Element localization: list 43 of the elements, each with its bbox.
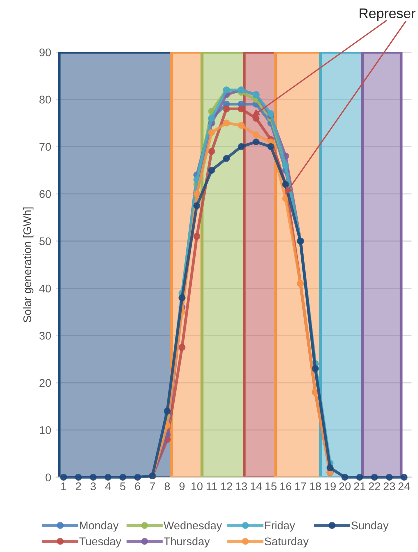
legend-label: Thursday xyxy=(164,537,210,548)
x-tick-label: 10 xyxy=(192,482,203,491)
legend-label: Monday xyxy=(80,521,119,532)
x-tick-label: 5 xyxy=(120,482,126,491)
x-tick-label: 12 xyxy=(221,482,232,490)
legend-label: Saturday xyxy=(264,537,309,548)
x-tick-label: 14 xyxy=(250,482,262,490)
y-tick-label: 90 xyxy=(40,48,52,57)
x-tick-label: 7 xyxy=(150,482,156,490)
x-tick-label: 20 xyxy=(339,482,351,491)
legend-label: Wednesday xyxy=(164,521,222,532)
x-tick-label: 4 xyxy=(105,482,112,490)
y-tick-label: 50 xyxy=(40,238,52,246)
y-tick-label: 10 xyxy=(40,426,52,434)
x-tick-label: 17 xyxy=(295,482,306,490)
x-tick-label: 18 xyxy=(310,482,322,491)
x-tick-label: 19 xyxy=(324,482,336,491)
x-tick-label: 13 xyxy=(236,482,248,491)
y-tick-label: 60 xyxy=(40,190,52,198)
x-tick-label: 9 xyxy=(180,482,185,491)
y-tick-label: 40 xyxy=(39,284,52,293)
legend-label: Sunday xyxy=(352,521,389,532)
x-tick-label: 22 xyxy=(369,482,380,490)
legend-label: Tuesday xyxy=(80,537,122,548)
x-tick-label: 21 xyxy=(354,482,366,490)
x-tick-label: 23 xyxy=(384,482,396,491)
x-tick-label: 16 xyxy=(280,482,292,491)
y-tick-label: 70 xyxy=(40,143,52,152)
y-tick-label: 0 xyxy=(46,474,52,482)
y-tick-label: 80 xyxy=(40,96,52,104)
x-tick-label: 2 xyxy=(76,482,82,490)
legend-label: Friday xyxy=(265,521,296,532)
text: Represer xyxy=(360,8,416,22)
y-tick-label: 20 xyxy=(40,379,52,388)
x-tick-label: 6 xyxy=(135,482,140,491)
x-tick-label: 8 xyxy=(164,482,170,491)
x-tick-label: 24 xyxy=(398,482,410,490)
x-tick-label: 11 xyxy=(206,482,218,490)
y-tick-label: 30 xyxy=(40,332,52,340)
y-axis-title: Solar generation [GWh] xyxy=(23,208,34,323)
x-tick-label: 15 xyxy=(266,482,277,491)
x-tick-label: 1 xyxy=(62,482,66,490)
x-tick-label: 3 xyxy=(90,482,96,491)
